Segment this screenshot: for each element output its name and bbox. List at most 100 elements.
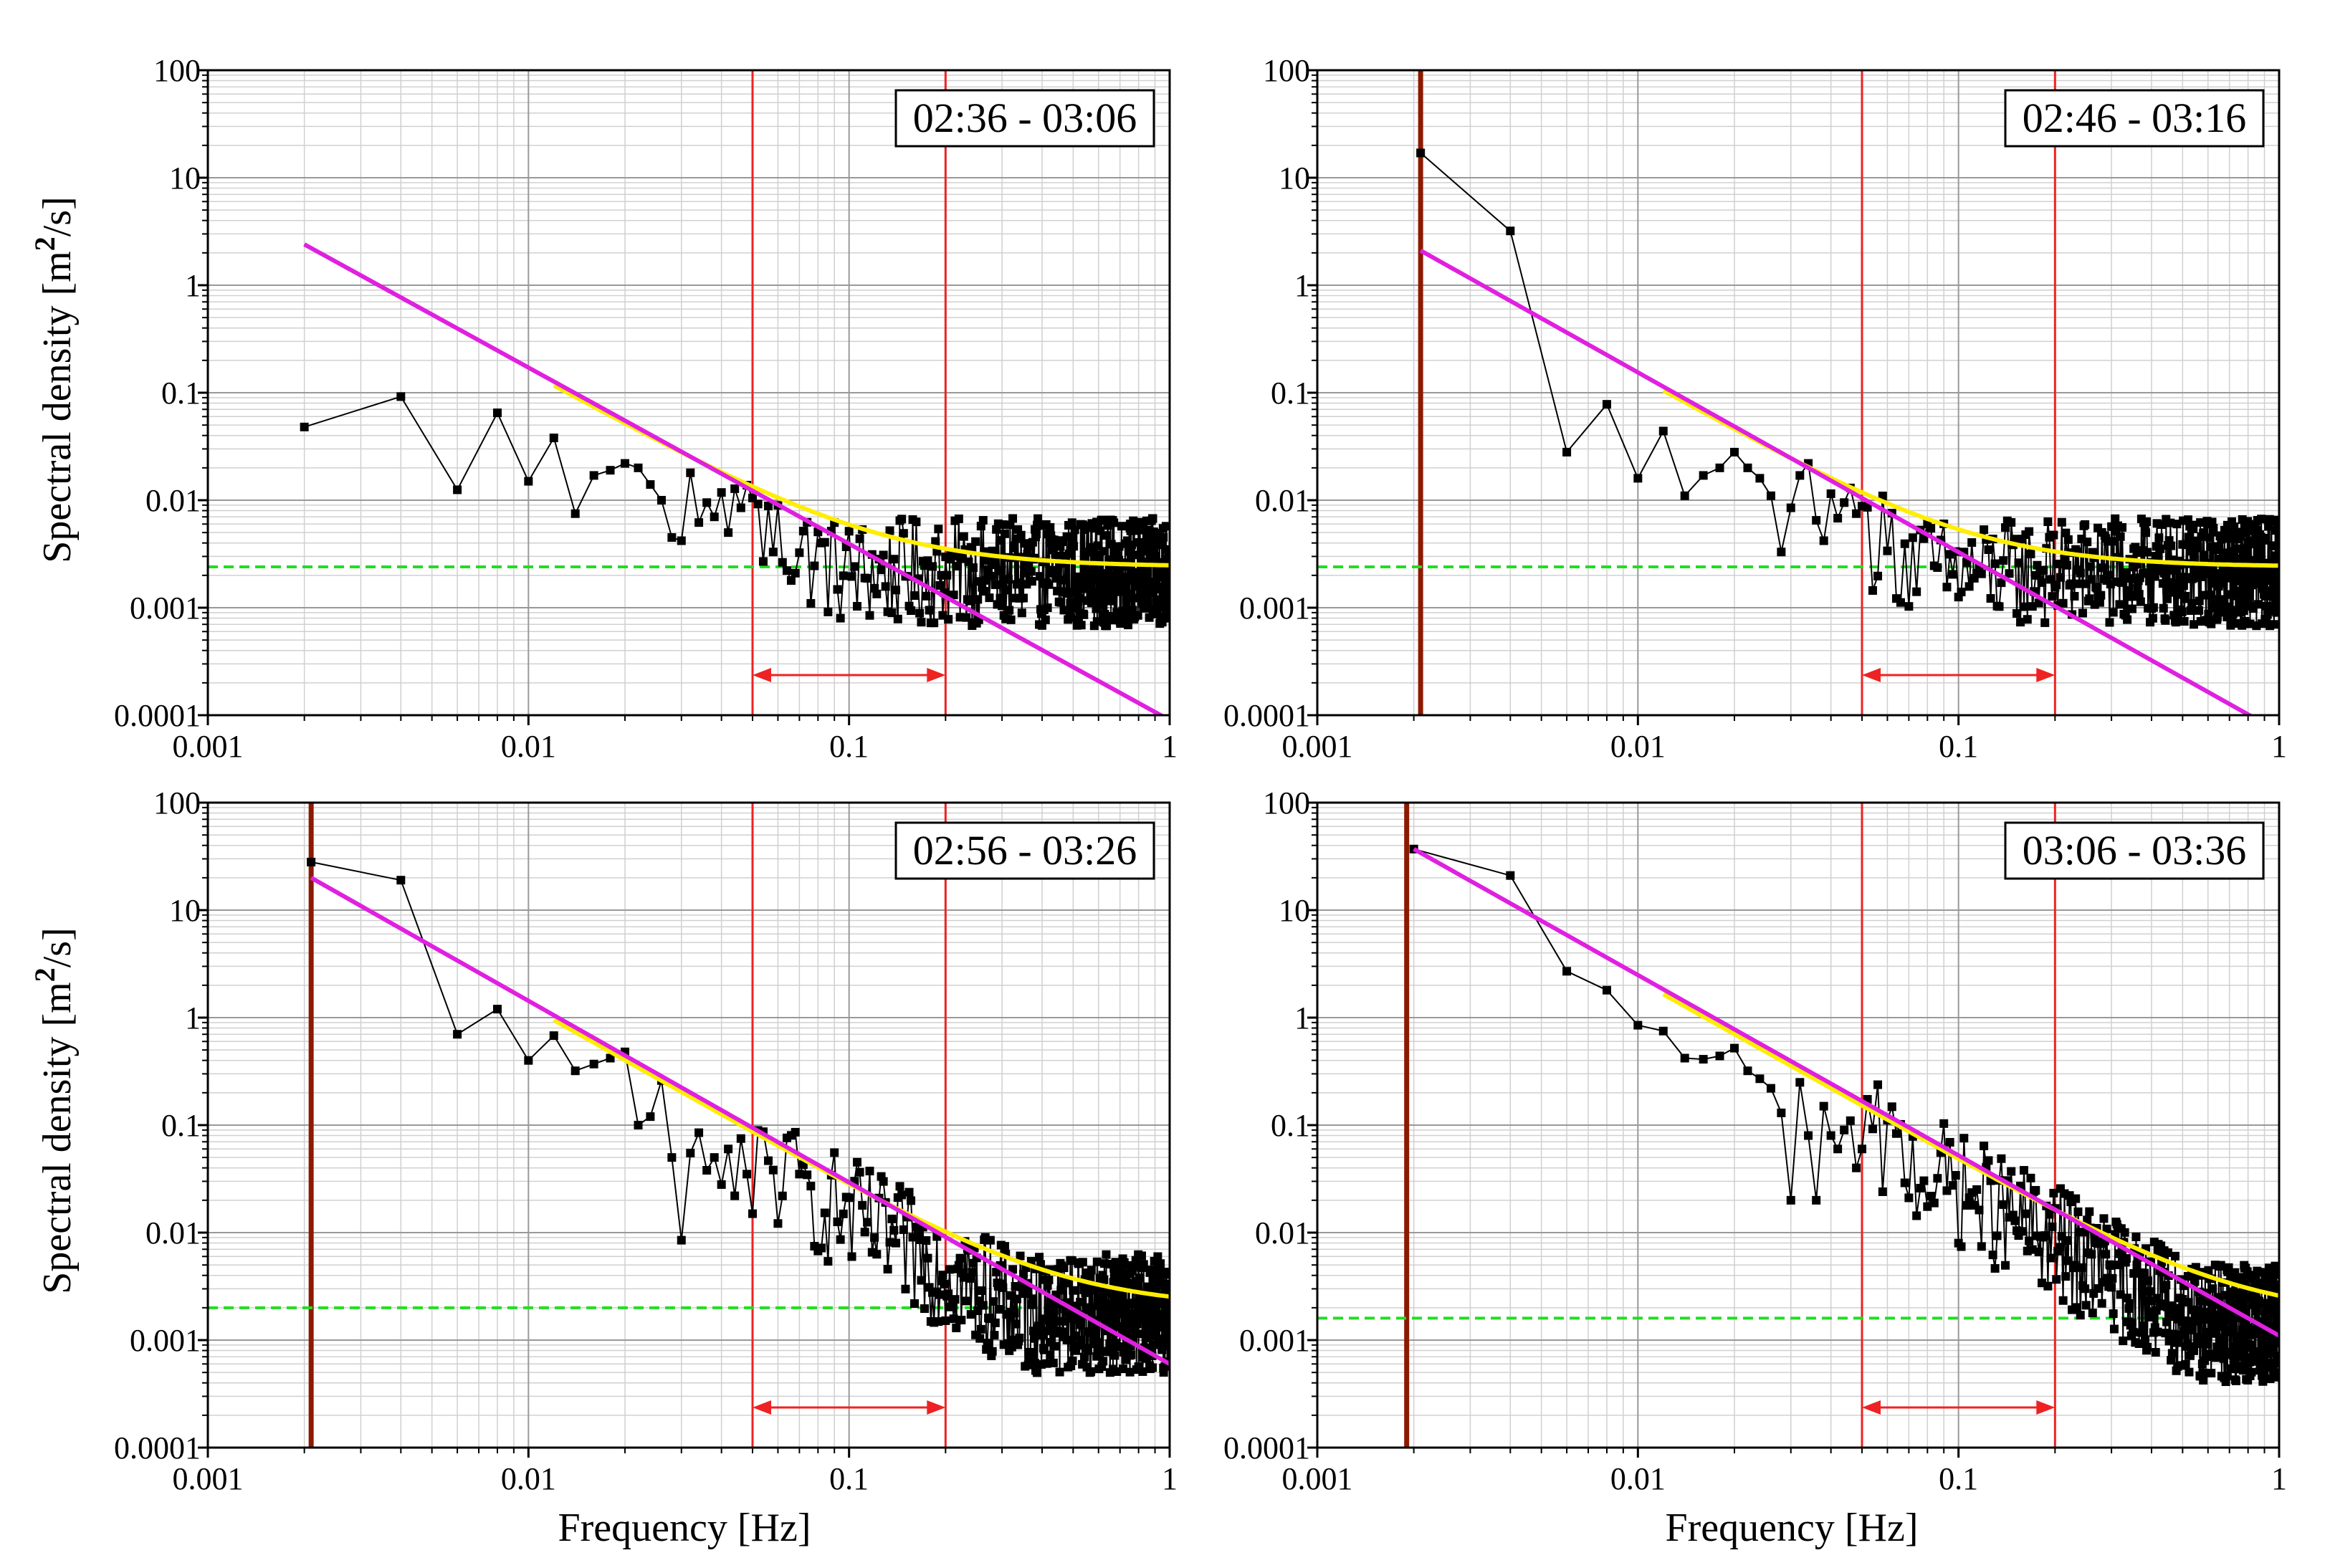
spectrum-point xyxy=(1029,1334,1039,1343)
spectrum-point xyxy=(694,1128,704,1137)
spectrum-point xyxy=(1868,585,1877,595)
spectrum-point xyxy=(2010,1216,2020,1225)
spectrum-point xyxy=(736,503,745,512)
spectrum-point xyxy=(2061,1272,2071,1281)
time-window-label: 03:06 - 03:36 xyxy=(2004,821,2265,880)
spectrum-point xyxy=(844,527,854,536)
y-tick-label: 0.0001 xyxy=(1223,698,1310,733)
spectrum-point xyxy=(879,1177,888,1186)
spectrum-point xyxy=(1766,1084,1775,1093)
spectrum-point xyxy=(852,1157,861,1167)
spectrum-point xyxy=(2116,532,2125,541)
y-tick-label: 100 xyxy=(1263,53,1310,88)
spectrum-point xyxy=(2126,574,2136,583)
spectrum-point xyxy=(2115,600,2124,609)
spectrum-point xyxy=(1766,491,1775,500)
spectrum-point xyxy=(1933,1174,1942,1183)
spectrum-point xyxy=(782,566,791,575)
spectrum-point xyxy=(1076,621,1086,630)
spectrum-point xyxy=(1078,1258,1087,1267)
spectrum-point xyxy=(971,537,980,546)
spectrum-point xyxy=(806,1182,816,1191)
spectrum-point xyxy=(2016,618,2025,627)
spectrum-point xyxy=(990,1318,1000,1327)
time-window-text: 02:46 - 03:16 xyxy=(2023,95,2247,141)
spectrum-point xyxy=(915,1235,925,1244)
spectrum-point xyxy=(889,1225,899,1235)
y-tick-label: 10 xyxy=(169,893,201,928)
spectrum-point xyxy=(1786,1195,1795,1205)
spectrum-point xyxy=(1795,1078,1805,1087)
spectrum-point xyxy=(791,1127,800,1137)
spectrum-point xyxy=(2101,1250,2111,1259)
spectrum-point xyxy=(1139,1260,1148,1269)
spectrum-point xyxy=(2149,603,2158,612)
spectrum-point xyxy=(952,1324,961,1333)
spectrum-point xyxy=(1060,575,1069,585)
spectrum-point xyxy=(2127,604,2136,613)
spectrum-point xyxy=(2143,548,2152,557)
spectrum-point xyxy=(1699,471,1708,480)
spectrum-point xyxy=(1145,1308,1154,1317)
spectrum-point xyxy=(2151,1347,2160,1357)
spectrum-point xyxy=(1984,1156,1993,1165)
spectrum-point xyxy=(2271,1338,2279,1347)
spectrum-point xyxy=(1164,1296,1170,1305)
spectrum-point xyxy=(1033,514,1043,523)
spectrum-point xyxy=(1159,532,1168,542)
spectrum-point xyxy=(953,562,963,571)
band-arrow xyxy=(1862,668,2056,682)
spectrum-point xyxy=(1729,447,1739,456)
spectrum-point xyxy=(2196,518,2205,527)
spectrum-point xyxy=(1003,575,1013,584)
spectrum-point xyxy=(1117,1293,1126,1302)
spectrum-point xyxy=(2235,572,2244,581)
spectrum-point xyxy=(2071,1194,2081,1203)
spectrum-point xyxy=(694,518,704,527)
spectrum-point xyxy=(899,529,908,538)
spectrum-point xyxy=(2142,528,2151,537)
spectrum-point xyxy=(833,1217,842,1226)
spectrum-point xyxy=(2088,1309,2097,1318)
spectrum-point xyxy=(2127,1318,2136,1327)
y-tick-label: 0.01 xyxy=(145,1215,201,1251)
spectrum-point xyxy=(1904,1193,1914,1203)
spectrum-point xyxy=(2076,1311,2085,1320)
spectrum-point xyxy=(2239,606,2248,616)
spectrum-point xyxy=(962,613,971,622)
spectrum-point xyxy=(2055,559,2064,568)
spectrum-point xyxy=(2144,1276,2153,1286)
spectrum-point xyxy=(1005,606,1014,615)
spectrum-point xyxy=(1873,571,1883,580)
spectrum-point xyxy=(2196,1296,2205,1306)
spectrum-point xyxy=(1840,498,1849,507)
spectrum-point xyxy=(1833,514,1843,523)
spectrum-point xyxy=(549,1031,558,1041)
spectrum-point xyxy=(1102,1307,1112,1316)
spectrum-point xyxy=(1948,570,1957,579)
spectrum-point xyxy=(307,857,316,866)
spectrum-point xyxy=(1999,556,2008,565)
spectrum-point xyxy=(2087,575,2096,584)
spectrum-point xyxy=(995,1305,1004,1314)
spectrum-point xyxy=(2269,1321,2278,1331)
spectrum-point xyxy=(1026,567,1036,576)
spectrum-point xyxy=(2153,552,2162,561)
spectrum-point xyxy=(2007,1167,2016,1176)
spectrum-point xyxy=(2273,1312,2279,1321)
spectrum-point xyxy=(791,568,800,578)
spectrum-point xyxy=(1883,546,1892,555)
spectrum-point xyxy=(985,593,994,603)
spectrum-point xyxy=(646,1112,655,1122)
band-arrow-right-head xyxy=(927,668,946,682)
spectrum-point xyxy=(453,485,462,494)
spectrum-point xyxy=(2252,1306,2261,1316)
model-curve xyxy=(1662,992,2279,1298)
y-tick-label: 0.01 xyxy=(1255,1215,1310,1251)
spectrum-point xyxy=(1087,1266,1096,1275)
spectrum-point xyxy=(907,1196,916,1205)
spectrum-point xyxy=(1069,1286,1078,1295)
spectrum-point xyxy=(2189,1316,2198,1326)
spectrum-point xyxy=(606,466,615,475)
